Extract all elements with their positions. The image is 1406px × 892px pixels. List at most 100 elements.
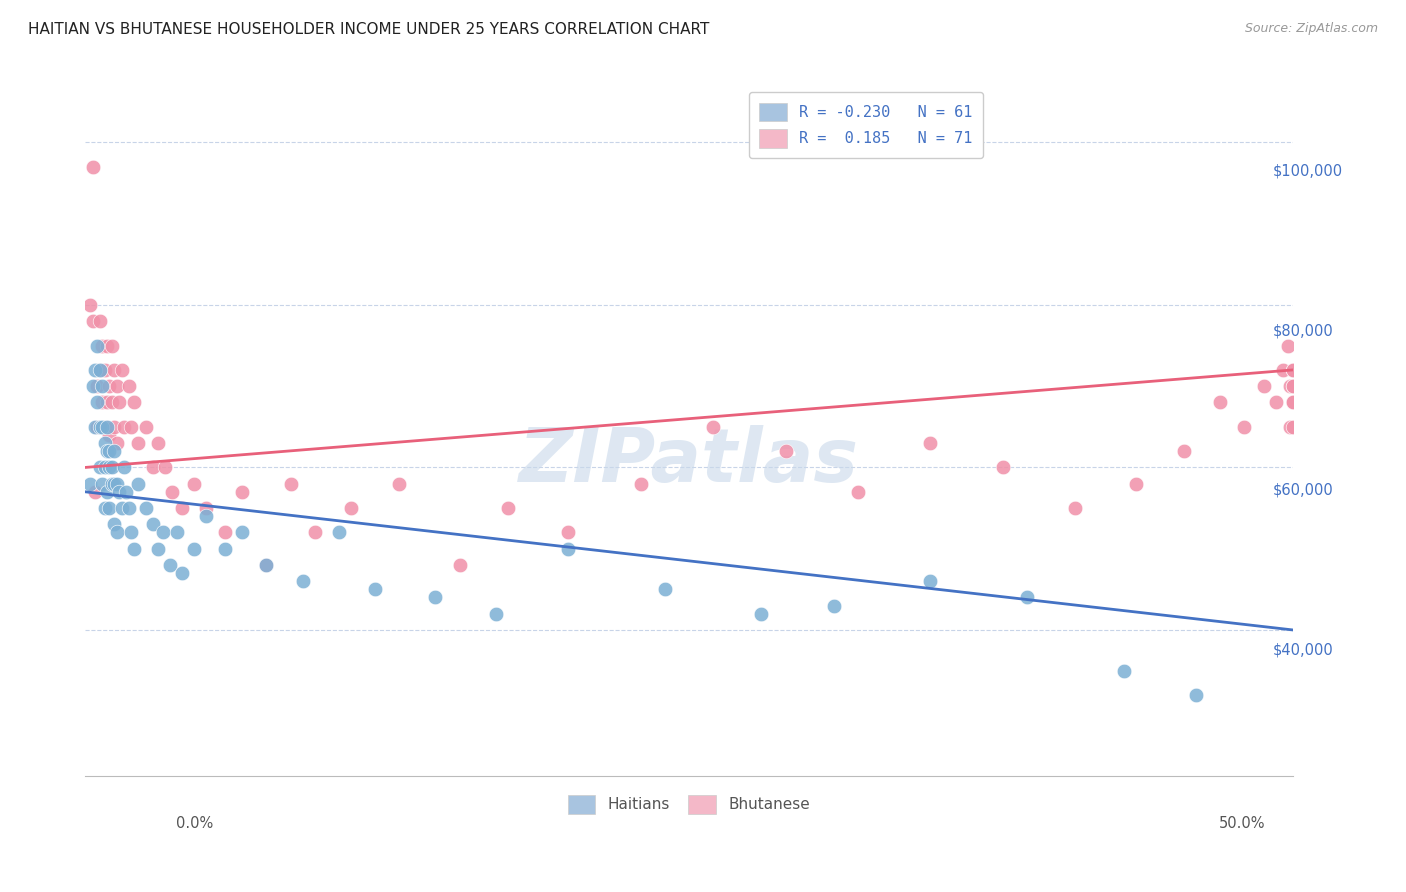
Point [93,436,115,450]
Text: 50.0%: 50.0% [1219,816,1265,831]
Point [115,484,138,499]
Point [1064,501,1087,516]
Point [142,517,165,532]
Text: $100,000: $100,000 [1272,163,1343,178]
Point [340,501,363,516]
Text: $80,000: $80,000 [1272,323,1333,338]
Point [1281,379,1303,393]
Point [89,314,111,328]
Point [103,444,125,458]
Point [195,509,218,524]
Point [775,444,797,458]
Point [118,379,141,393]
Point [86,338,108,352]
Point [127,436,149,450]
Point [98,501,121,516]
Point [388,476,411,491]
Point [108,484,131,499]
Point [1173,444,1195,458]
Point [91,379,114,393]
Point [93,460,115,475]
Text: HAITIAN VS BHUTANESE HOUSEHOLDER INCOME UNDER 25 YEARS CORRELATION CHART: HAITIAN VS BHUTANESE HOUSEHOLDER INCOME … [28,22,710,37]
Point [105,525,128,540]
Point [183,476,205,491]
Point [108,395,131,409]
Point [89,419,111,434]
Point [195,501,218,516]
Point [170,501,193,516]
Point [105,476,128,491]
Point [82,379,104,393]
Point [96,395,118,409]
Point [254,558,277,572]
Point [449,558,471,572]
Point [96,484,118,499]
Point [1281,395,1303,409]
Point [91,338,114,352]
Point [1264,395,1286,409]
Point [291,574,314,589]
Point [1253,379,1275,393]
Point [254,558,277,572]
Point [702,419,724,434]
Point [280,476,302,491]
Point [214,541,236,556]
Point [112,460,135,475]
Point [103,476,125,491]
Point [112,419,135,434]
Point [96,338,118,352]
Point [146,436,169,450]
Point [152,525,174,540]
Point [79,298,101,312]
Point [142,460,165,475]
Point [91,395,114,409]
Point [1279,379,1302,393]
Point [557,525,579,540]
Text: $60,000: $60,000 [1272,483,1333,498]
Point [103,363,125,377]
Point [98,460,121,475]
Text: $40,000: $40,000 [1272,642,1333,657]
Point [84,484,107,499]
Point [751,607,773,621]
Point [84,363,107,377]
Point [496,501,519,516]
Point [328,525,350,540]
Point [89,460,111,475]
Point [91,419,114,434]
Point [118,501,141,516]
Point [101,338,124,352]
Point [98,444,121,458]
Point [1185,688,1208,702]
Point [103,419,125,434]
Point [425,591,447,605]
Point [823,599,845,613]
Point [1209,395,1232,409]
Point [630,476,652,491]
Text: Source: ZipAtlas.com: Source: ZipAtlas.com [1244,22,1378,36]
Point [485,607,508,621]
Point [1279,419,1302,434]
Point [82,314,104,328]
Point [1125,476,1147,491]
Point [1015,591,1038,605]
Point [86,419,108,434]
Point [991,460,1014,475]
Point [153,460,176,475]
Point [364,582,387,597]
Point [93,501,115,516]
Point [86,395,108,409]
Point [98,428,121,442]
Point [1281,363,1303,377]
Point [110,363,132,377]
Point [1233,419,1256,434]
Point [160,484,183,499]
Point [159,558,181,572]
Point [1281,379,1303,393]
Text: ZIPatlas: ZIPatlas [519,425,859,499]
Point [1281,363,1303,377]
Point [1281,419,1303,434]
Point [135,501,157,516]
Point [1281,395,1303,409]
Point [846,484,869,499]
